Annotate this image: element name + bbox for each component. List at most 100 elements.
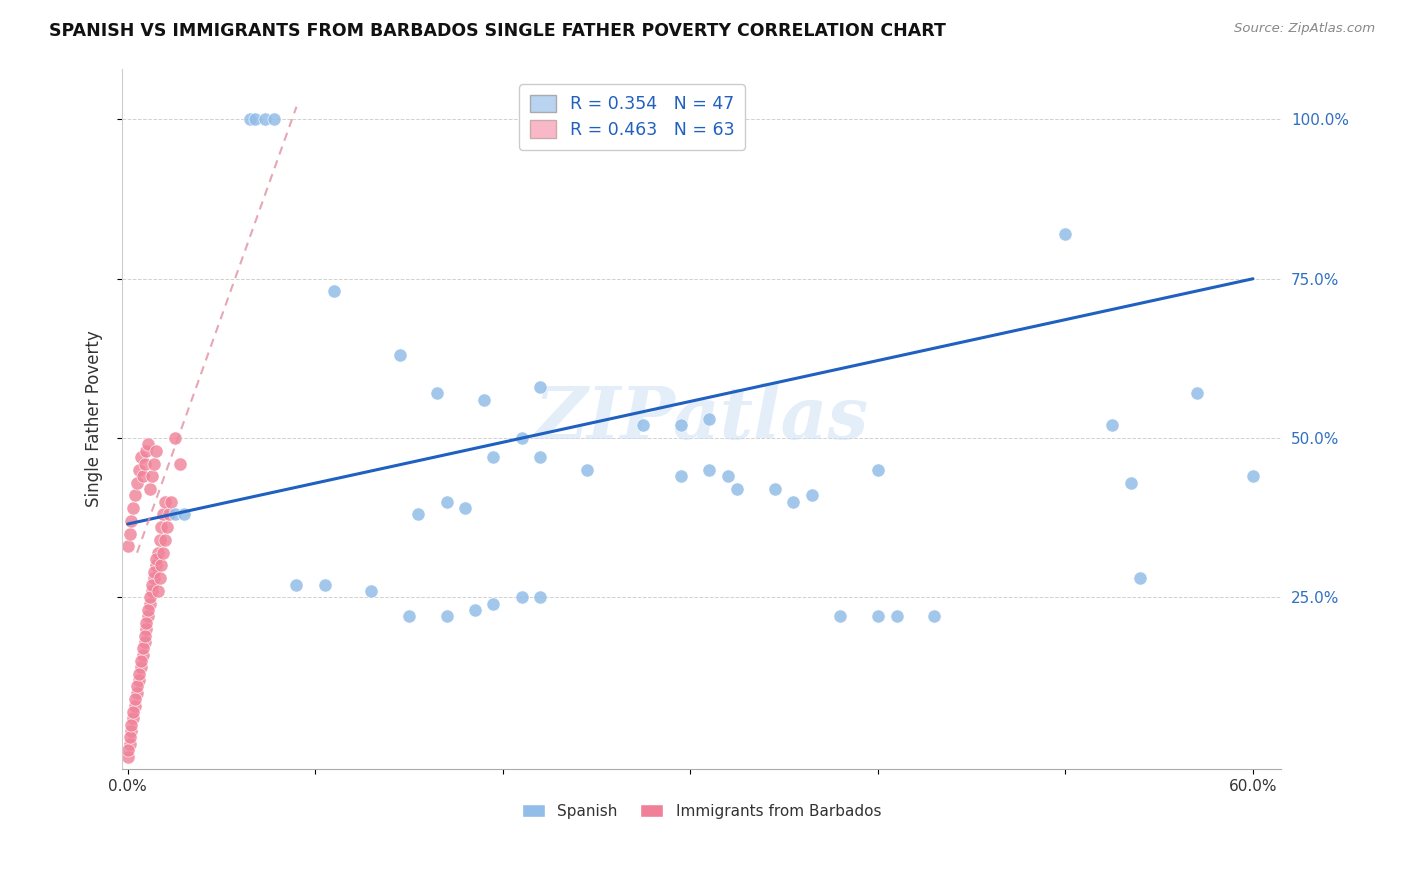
Point [124,488,146,502]
Point [697,463,720,477]
Point [886,609,908,624]
Point [156,520,179,534]
Point [717,469,740,483]
Point [122,501,145,516]
Point [118,737,141,751]
Point [472,392,495,407]
Point [122,711,145,725]
Point [245,112,267,127]
Point [148,533,170,547]
Point [135,622,157,636]
Point [697,412,720,426]
Point [285,577,308,591]
Point [464,603,486,617]
Point [142,565,165,579]
Point [398,609,420,624]
Point [131,469,153,483]
Point [922,609,945,624]
Point [141,583,163,598]
Point [163,508,186,522]
Point [117,539,139,553]
Point [118,731,141,745]
Point [117,749,139,764]
Point [142,457,165,471]
Point [360,583,382,598]
Point [482,450,505,464]
Point [1185,386,1208,401]
Point [408,508,430,522]
Point [426,386,449,401]
Point [529,450,551,464]
Point [128,666,150,681]
Point [253,112,276,127]
Point [118,526,141,541]
Point [1054,227,1077,242]
Point [124,698,146,713]
Point [141,469,163,483]
Point [633,418,655,433]
Point [122,705,145,719]
Point [146,583,169,598]
Point [529,591,551,605]
Point [1392,112,1406,127]
Point [117,743,139,757]
Point [129,654,152,668]
Point [150,558,173,573]
Point [139,591,162,605]
Point [134,457,156,471]
Point [436,609,458,624]
Point [866,463,889,477]
Point [120,724,142,739]
Point [725,482,748,496]
Point [148,571,170,585]
Point [125,680,148,694]
Point [129,450,152,464]
Point [134,628,156,642]
Point [131,648,153,662]
Point [801,488,824,502]
Point [135,443,157,458]
Point [124,692,146,706]
Point [782,494,804,508]
Point [145,443,167,458]
Point [145,558,167,573]
Text: Source: ZipAtlas.com: Source: ZipAtlas.com [1234,22,1375,36]
Point [157,508,180,522]
Point [146,546,169,560]
Point [169,457,191,471]
Point [1129,571,1152,585]
Point [576,463,599,477]
Point [153,494,176,508]
Point [152,508,174,522]
Point [163,431,186,445]
Point [139,597,162,611]
Y-axis label: Single Father Poverty: Single Father Poverty [86,331,103,508]
Point [135,615,157,630]
Point [129,660,152,674]
Point [134,635,156,649]
Point [141,577,163,591]
Point [1101,418,1123,433]
Point [173,508,195,522]
Point [131,641,153,656]
Point [120,717,142,731]
Point [866,609,889,624]
Point [669,469,692,483]
Point [139,482,162,496]
Point [1241,469,1264,483]
Point [128,673,150,687]
Point [142,571,165,585]
Legend: Spanish, Immigrants from Barbados: Spanish, Immigrants from Barbados [516,797,887,825]
Point [125,686,148,700]
Point [153,533,176,547]
Point [510,431,533,445]
Point [830,609,852,624]
Point [263,112,285,127]
Point [136,609,159,624]
Point [669,418,692,433]
Text: SPANISH VS IMMIGRANTS FROM BARBADOS SINGLE FATHER POVERTY CORRELATION CHART: SPANISH VS IMMIGRANTS FROM BARBADOS SING… [49,22,946,40]
Point [529,380,551,394]
Point [128,463,150,477]
Point [1119,475,1142,490]
Text: ZIPatlas: ZIPatlas [534,384,869,454]
